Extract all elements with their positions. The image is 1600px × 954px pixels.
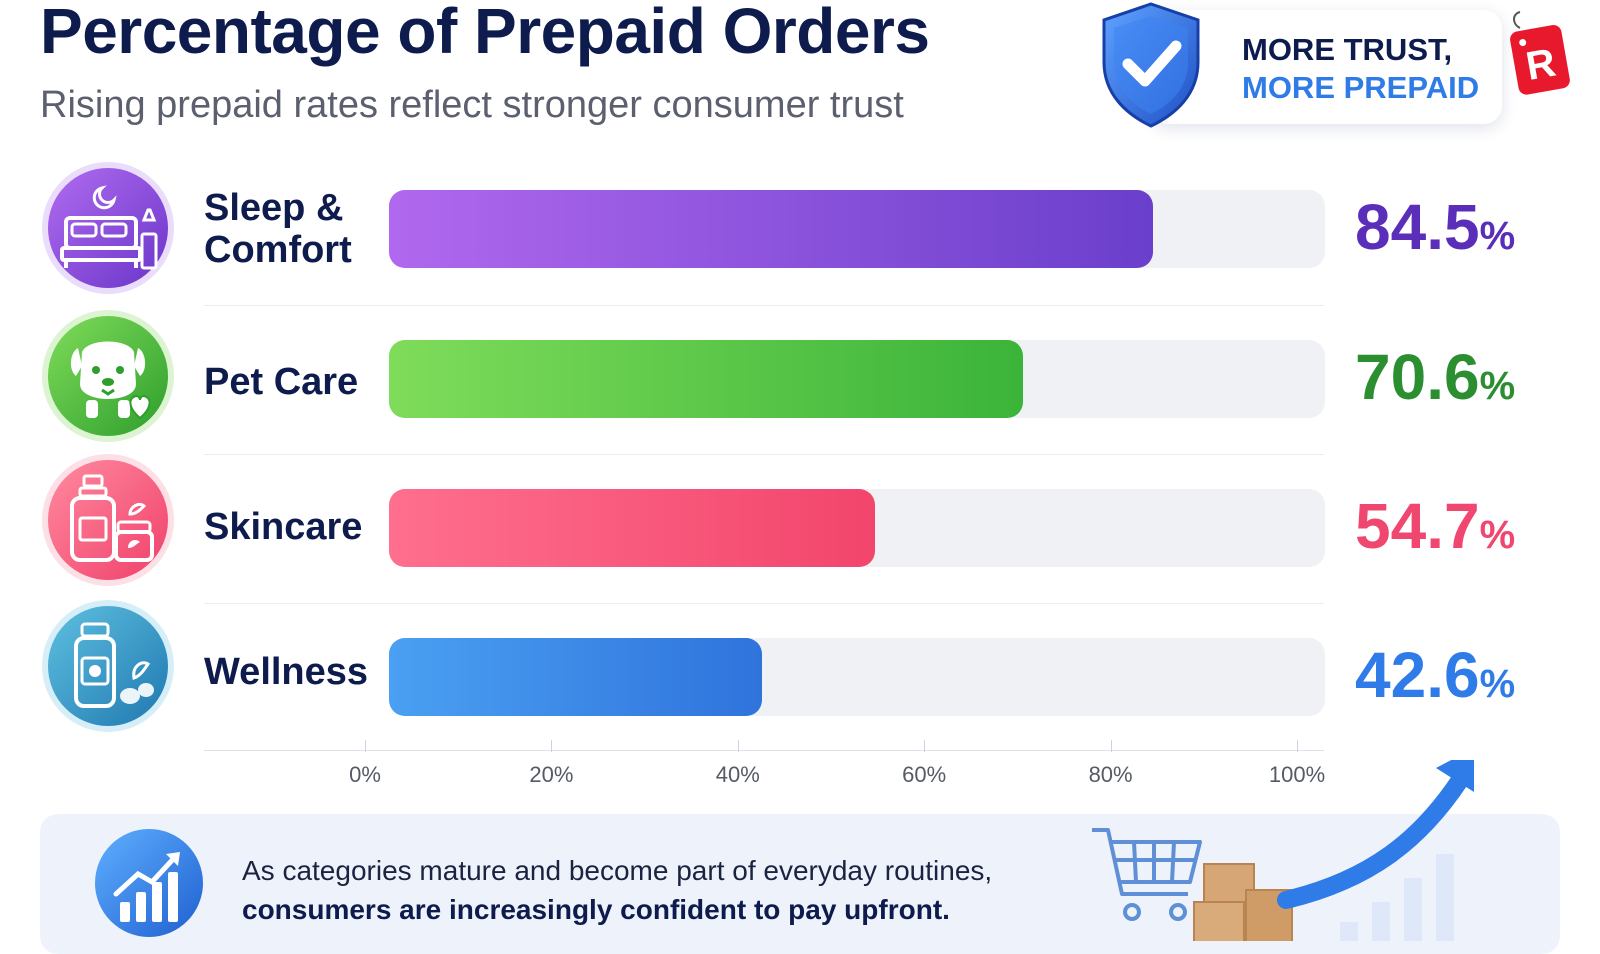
- trust-badge-card: MORE TRUST, MORE PREPAID: [1150, 10, 1502, 124]
- deco-bar: [1404, 878, 1422, 941]
- category-label-skincare: Skincare: [204, 506, 363, 548]
- footer-text-line-2: consumers are increasingly confident to …: [242, 894, 950, 925]
- boxes-icon: [1193, 863, 1293, 941]
- x-axis-line: [204, 750, 1324, 751]
- trend-arrow-icon: [1277, 771, 1469, 909]
- x-tick-label: 40%: [715, 762, 760, 787]
- deco-bar: [1372, 902, 1390, 941]
- value-label-skincare: 54.7%: [1355, 490, 1516, 562]
- trust-line-1: MORE TRUST,: [1242, 32, 1453, 67]
- category-label-sleep-comfort: Sleep & Comfort: [204, 187, 352, 271]
- deco-bar: [1436, 854, 1454, 941]
- dog-icon: [42, 310, 174, 442]
- bar-wellness: [389, 638, 763, 716]
- brand-logo-tag: R: [1510, 11, 1570, 95]
- x-tick-label: 60%: [902, 762, 947, 787]
- x-tick-mark: [1297, 740, 1298, 752]
- trend-arrow-head: [1436, 760, 1474, 792]
- bar-pet-care: [389, 340, 1023, 418]
- category-label-wellness: Wellness: [204, 651, 369, 693]
- bar-sleep-comfort: [389, 190, 1153, 268]
- footer-banner: [40, 814, 1560, 954]
- row-separator: [204, 305, 1324, 306]
- value-label-sleep-comfort: 84.5%: [1355, 191, 1516, 263]
- shield-check-icon: [1102, 2, 1200, 128]
- x-tick-label: 100%: [1268, 762, 1326, 787]
- trust-line-2: MORE PREPAID: [1242, 70, 1480, 105]
- x-tick-label: 80%: [1088, 762, 1133, 787]
- wellness-bottle-icon: [42, 600, 174, 732]
- footer-text-line-1: As categories mature and become part of …: [242, 855, 993, 886]
- x-tick-mark: [365, 740, 366, 752]
- shopping-cart-icon: [1092, 828, 1202, 921]
- deco-bar: [1340, 922, 1358, 941]
- x-tick-mark: [737, 740, 739, 752]
- skincare-bottle-icon: [42, 454, 174, 586]
- cart-growth-illustration: [1092, 760, 1474, 941]
- page-title: Percentage of Prepaid Orders: [40, 0, 930, 67]
- row-separator: [204, 603, 1324, 604]
- page-subtitle: Rising prepaid rates reflect stronger co…: [40, 84, 904, 126]
- x-tick-mark: [1110, 740, 1112, 752]
- x-tick-label: 20%: [529, 762, 574, 787]
- bar-skincare: [389, 489, 875, 567]
- bed-icon: [42, 162, 174, 294]
- category-label-pet-care: Pet Care: [204, 361, 359, 403]
- value-label-pet-care: 70.6%: [1355, 341, 1516, 413]
- growth-chart-icon: [95, 829, 203, 937]
- row-separator: [204, 454, 1324, 455]
- value-label-wellness: 42.6%: [1355, 639, 1516, 711]
- x-tick-mark: [551, 740, 553, 752]
- x-tick-mark: [924, 740, 926, 752]
- x-tick-label: 0%: [349, 762, 381, 787]
